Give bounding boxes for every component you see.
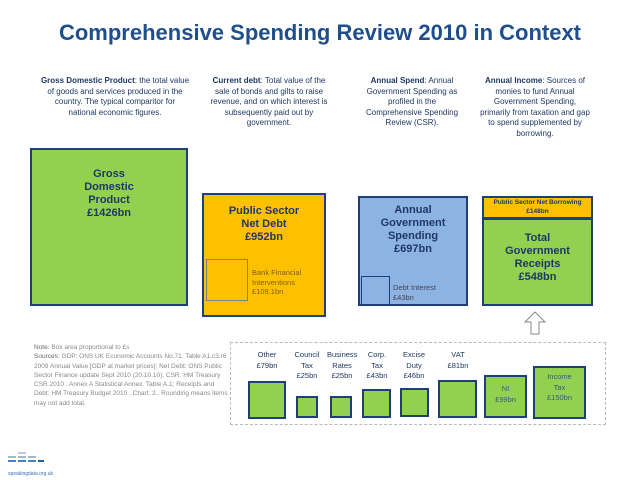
bank-interventions-box bbox=[206, 259, 248, 301]
spending-box: Annual Government Spending £697bn Debt I… bbox=[358, 196, 468, 306]
spending-label: Annual Government Spending bbox=[380, 204, 446, 242]
net-debt-text: Public Sector Net Debt £952bn bbox=[204, 205, 324, 244]
receipts-label: Total Government Receipts bbox=[505, 232, 570, 270]
tax-box bbox=[533, 366, 586, 419]
gdp-label: Gross Domestic Product bbox=[84, 168, 134, 206]
logo: speakingdata.org.uk bbox=[8, 452, 53, 477]
tax-box bbox=[248, 381, 286, 419]
arrow-up-icon bbox=[524, 311, 546, 335]
gdp-value: £1426bn bbox=[86, 207, 132, 219]
debt-description: Current debt: Total value of the sale of… bbox=[210, 76, 328, 127]
borrowing-label: Public Sector Net Borrowing £148bn bbox=[493, 199, 582, 215]
sources-note: Note: Box area proportional to £s Source… bbox=[34, 344, 228, 407]
gdp-text: Gross Domestic Product £1426bn bbox=[32, 168, 186, 220]
net-debt-value: £952bn bbox=[245, 231, 283, 243]
tax-box bbox=[438, 380, 477, 418]
spending-value: £697bn bbox=[394, 243, 432, 255]
spend-description: Annual Spend: Annual Government Spending… bbox=[365, 76, 459, 127]
tax-label: VAT £81bn bbox=[447, 350, 469, 370]
tax-breakdown-panel bbox=[230, 342, 606, 425]
gdp-description: Gross Domestic Product: the total value … bbox=[40, 76, 190, 117]
tax-box bbox=[400, 388, 429, 417]
tax-label: Council Tax £25bn bbox=[294, 350, 320, 380]
spending-text: Annual Government Spending £697bn bbox=[360, 204, 466, 256]
receipts-box: Total Government Receipts £548bn bbox=[482, 218, 593, 306]
tax-label: Corp. Tax £43bn bbox=[366, 350, 388, 380]
receipts-text: Total Government Receipts £548bn bbox=[484, 232, 591, 284]
debt-interest-label: Debt Interest £43bn bbox=[393, 283, 436, 302]
borrowing-box: Public Sector Net Borrowing £148bn bbox=[482, 196, 593, 219]
tax-label: Business Rates £25bn bbox=[327, 350, 358, 380]
tax-box bbox=[484, 375, 527, 418]
tax-label: NI £99bn bbox=[495, 384, 516, 404]
income-description: Annual Income: Sources of monies to fund… bbox=[480, 76, 590, 138]
tax-box bbox=[330, 396, 352, 418]
tax-label: Excise Duty £46bn bbox=[402, 350, 426, 380]
page-title: Comprehensive Spending Review 2010 in Co… bbox=[58, 20, 582, 45]
tax-label: Other £79bn bbox=[256, 350, 278, 370]
net-debt-box: Public Sector Net Debt £952bn Bank Finan… bbox=[202, 193, 326, 317]
net-debt-label: Public Sector Net Debt bbox=[228, 205, 300, 230]
tax-label: Income Tax £150bn bbox=[546, 372, 573, 402]
debt-interest-box bbox=[361, 276, 390, 305]
tax-box bbox=[296, 396, 318, 418]
logo-bars-icon bbox=[8, 452, 44, 462]
tax-box bbox=[362, 389, 391, 418]
bank-interventions-label: Bank Financial Interventions £109.1bn bbox=[252, 268, 302, 296]
gdp-box: Gross Domestic Product £1426bn bbox=[30, 148, 188, 306]
receipts-value: £548bn bbox=[518, 271, 557, 283]
